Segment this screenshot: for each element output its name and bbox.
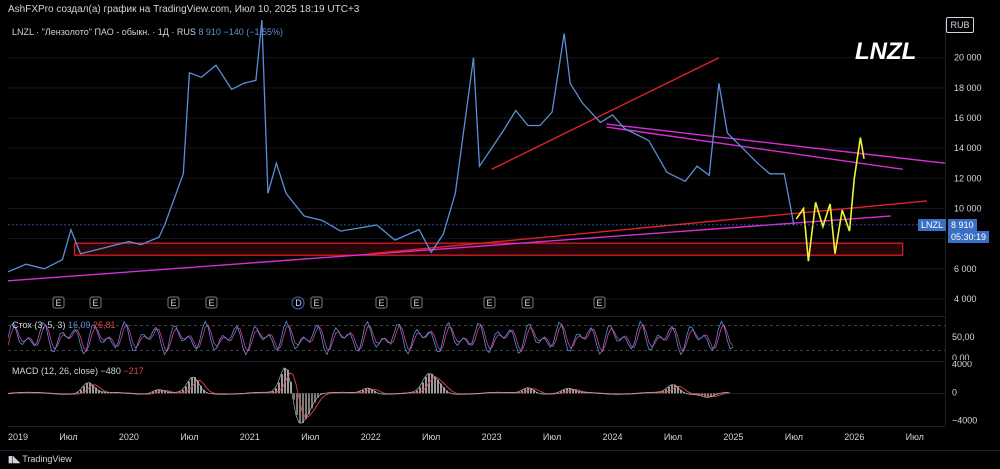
macd-histogram-bar [185,386,187,393]
earnings-marker-label: E [524,298,530,308]
macd-tick-label: 0 [952,387,957,397]
stoch-chart[interactable] [8,317,945,361]
time-axis-ticks: 2019 Июл 2020 Июл 2021 Июл 2022 Июл 2023 Июл 2024 И… [8,427,945,449]
symbol-change: −140 (−1,55%) [223,27,283,37]
macd-histogram-bar [431,374,433,393]
watermark: LNZL [855,38,916,66]
time-tick-label: 2022 [361,432,381,442]
attribution-text: AshFXPro создал(а) график на TradingView… [8,4,359,15]
time-tick-label: Июл [180,432,198,442]
time-tick-label: Июл [543,432,561,442]
macd-tick-label: 4000 [952,361,972,369]
stoch-k-value: 16,09 [68,320,91,330]
dividend-marker-label: D [295,298,302,308]
tradingview-brand: TradingView [22,454,72,464]
attribution-bar: AshFXPro создал(а) график на TradingView… [0,0,1000,20]
price-tick-label: 6 000 [954,264,977,274]
time-tick-label: Июл [422,432,440,442]
macd-legend: MACD (12, 26, close) −480 −217 [12,366,144,376]
macd-axis: −4000 0 4000 [945,361,1000,425]
stoch-axis-ticks: 0,00 50,00 [946,316,1000,360]
macd-histogram-bar [296,393,298,415]
time-axis[interactable]: 2019 Июл 2020 Июл 2021 Июл 2022 Июл 2023 Июл 2024 И… [8,426,945,449]
time-tick-label: 2024 [603,432,623,442]
stoch-name: Стох (3, 5, 3) [12,320,65,330]
time-tick-label: Июл [301,432,319,442]
macd-histogram-bar [302,393,304,423]
tradingview-logo-icon: ▮◣ [8,454,20,464]
macd-histogram-bar [425,377,427,393]
macd-histogram-bar [86,383,88,393]
macd-histogram-bar [188,382,190,394]
currency-button[interactable]: RUB [946,17,974,33]
stoch-d-value: 26,81 [93,320,116,330]
stoch-tick-label: 50,00 [952,332,975,342]
price-tag-timer: 05:30:19 [948,231,989,243]
price-tick-label: 4 000 [954,294,977,304]
macd-histogram-bar [281,374,283,393]
stoch-pane[interactable] [8,316,945,361]
time-tick-label: 2025 [723,432,743,442]
macd-chart[interactable] [8,362,945,426]
macd-tick-label: −4000 [952,416,977,425]
stoch-tick-label: 0,00 [952,353,970,360]
macd-histogram-bar [524,389,526,394]
symbol-legend: LNZL · "Лензолото" ПАО - обыкн. · 1Д · R… [12,27,283,37]
macd-pane[interactable] [8,361,945,426]
trendline [606,124,945,163]
earnings-marker-label: E [596,298,602,308]
price-tag-symbol: LNZL [918,219,946,231]
price-tick-label: 20 000 [954,53,982,63]
tradingview-logo[interactable]: ▮◣ TradingView [8,454,72,465]
earnings-marker-label: E [208,298,214,308]
earnings-marker-label: E [170,298,176,308]
price-tag-price: 8 910 [948,219,977,231]
earnings-marker-label: E [486,298,492,308]
earnings-marker-label: E [378,298,384,308]
symbol-name: LNZL · "Лензолото" ПАО - обыкн. · 1Д · R… [12,27,196,37]
trendline [492,58,719,170]
macd-histogram-bar [434,376,436,393]
macd-signal-line [8,373,728,417]
price-tick-label: 12 000 [954,173,982,183]
stoch-k-line [8,321,733,354]
earnings-marker-label: E [55,298,61,308]
time-tick-label: Июл [664,432,682,442]
macd-histogram-bar [293,393,295,399]
earnings-marker-label: E [92,298,98,308]
macd-histogram-bar [305,393,307,419]
macd-histogram-bar [422,382,424,393]
time-tick-label: 2020 [119,432,139,442]
macd-histogram-bar [728,392,730,393]
time-tick-label: Июл [59,432,77,442]
price-tick-label: 10 000 [954,203,982,213]
macd-name: MACD (12, 26, close) [12,366,98,376]
time-tick-label: 2023 [482,432,502,442]
macd-histogram-bar [668,387,670,393]
time-tick-label: Июл [906,432,924,442]
stoch-legend: Стох (3, 5, 3) 16,09 26,81 [12,320,116,330]
time-tick-label: 2021 [240,432,260,442]
macd-value: −480 [101,366,121,376]
price-axis[interactable]: 4 000 6 000 10 000 12 000 14 000 16 000 18 000… [945,20,1000,314]
stoch-axis: 0,00 50,00 [945,316,1000,360]
price-tick-label: 18 000 [954,83,982,93]
footer-bar: ▮◣ TradingView [0,450,1000,469]
macd-axis-ticks: −4000 0 4000 [946,361,1000,425]
earnings-marker-label: E [413,298,419,308]
macd-signal-value: −217 [123,366,143,376]
price-tick-label: 14 000 [954,143,982,153]
symbol-price: 8 910 [198,27,221,37]
earnings-marker-label: E [313,298,319,308]
macd-line [8,368,728,423]
price-tick-label: 16 000 [954,113,982,123]
time-tick-label: 2019 [8,432,28,442]
time-tick-label: Июл [785,432,803,442]
price-axis-ticks: 4 000 6 000 10 000 12 000 14 000 16 000 18 000… [946,20,1000,314]
time-tick-label: 2026 [844,432,864,442]
